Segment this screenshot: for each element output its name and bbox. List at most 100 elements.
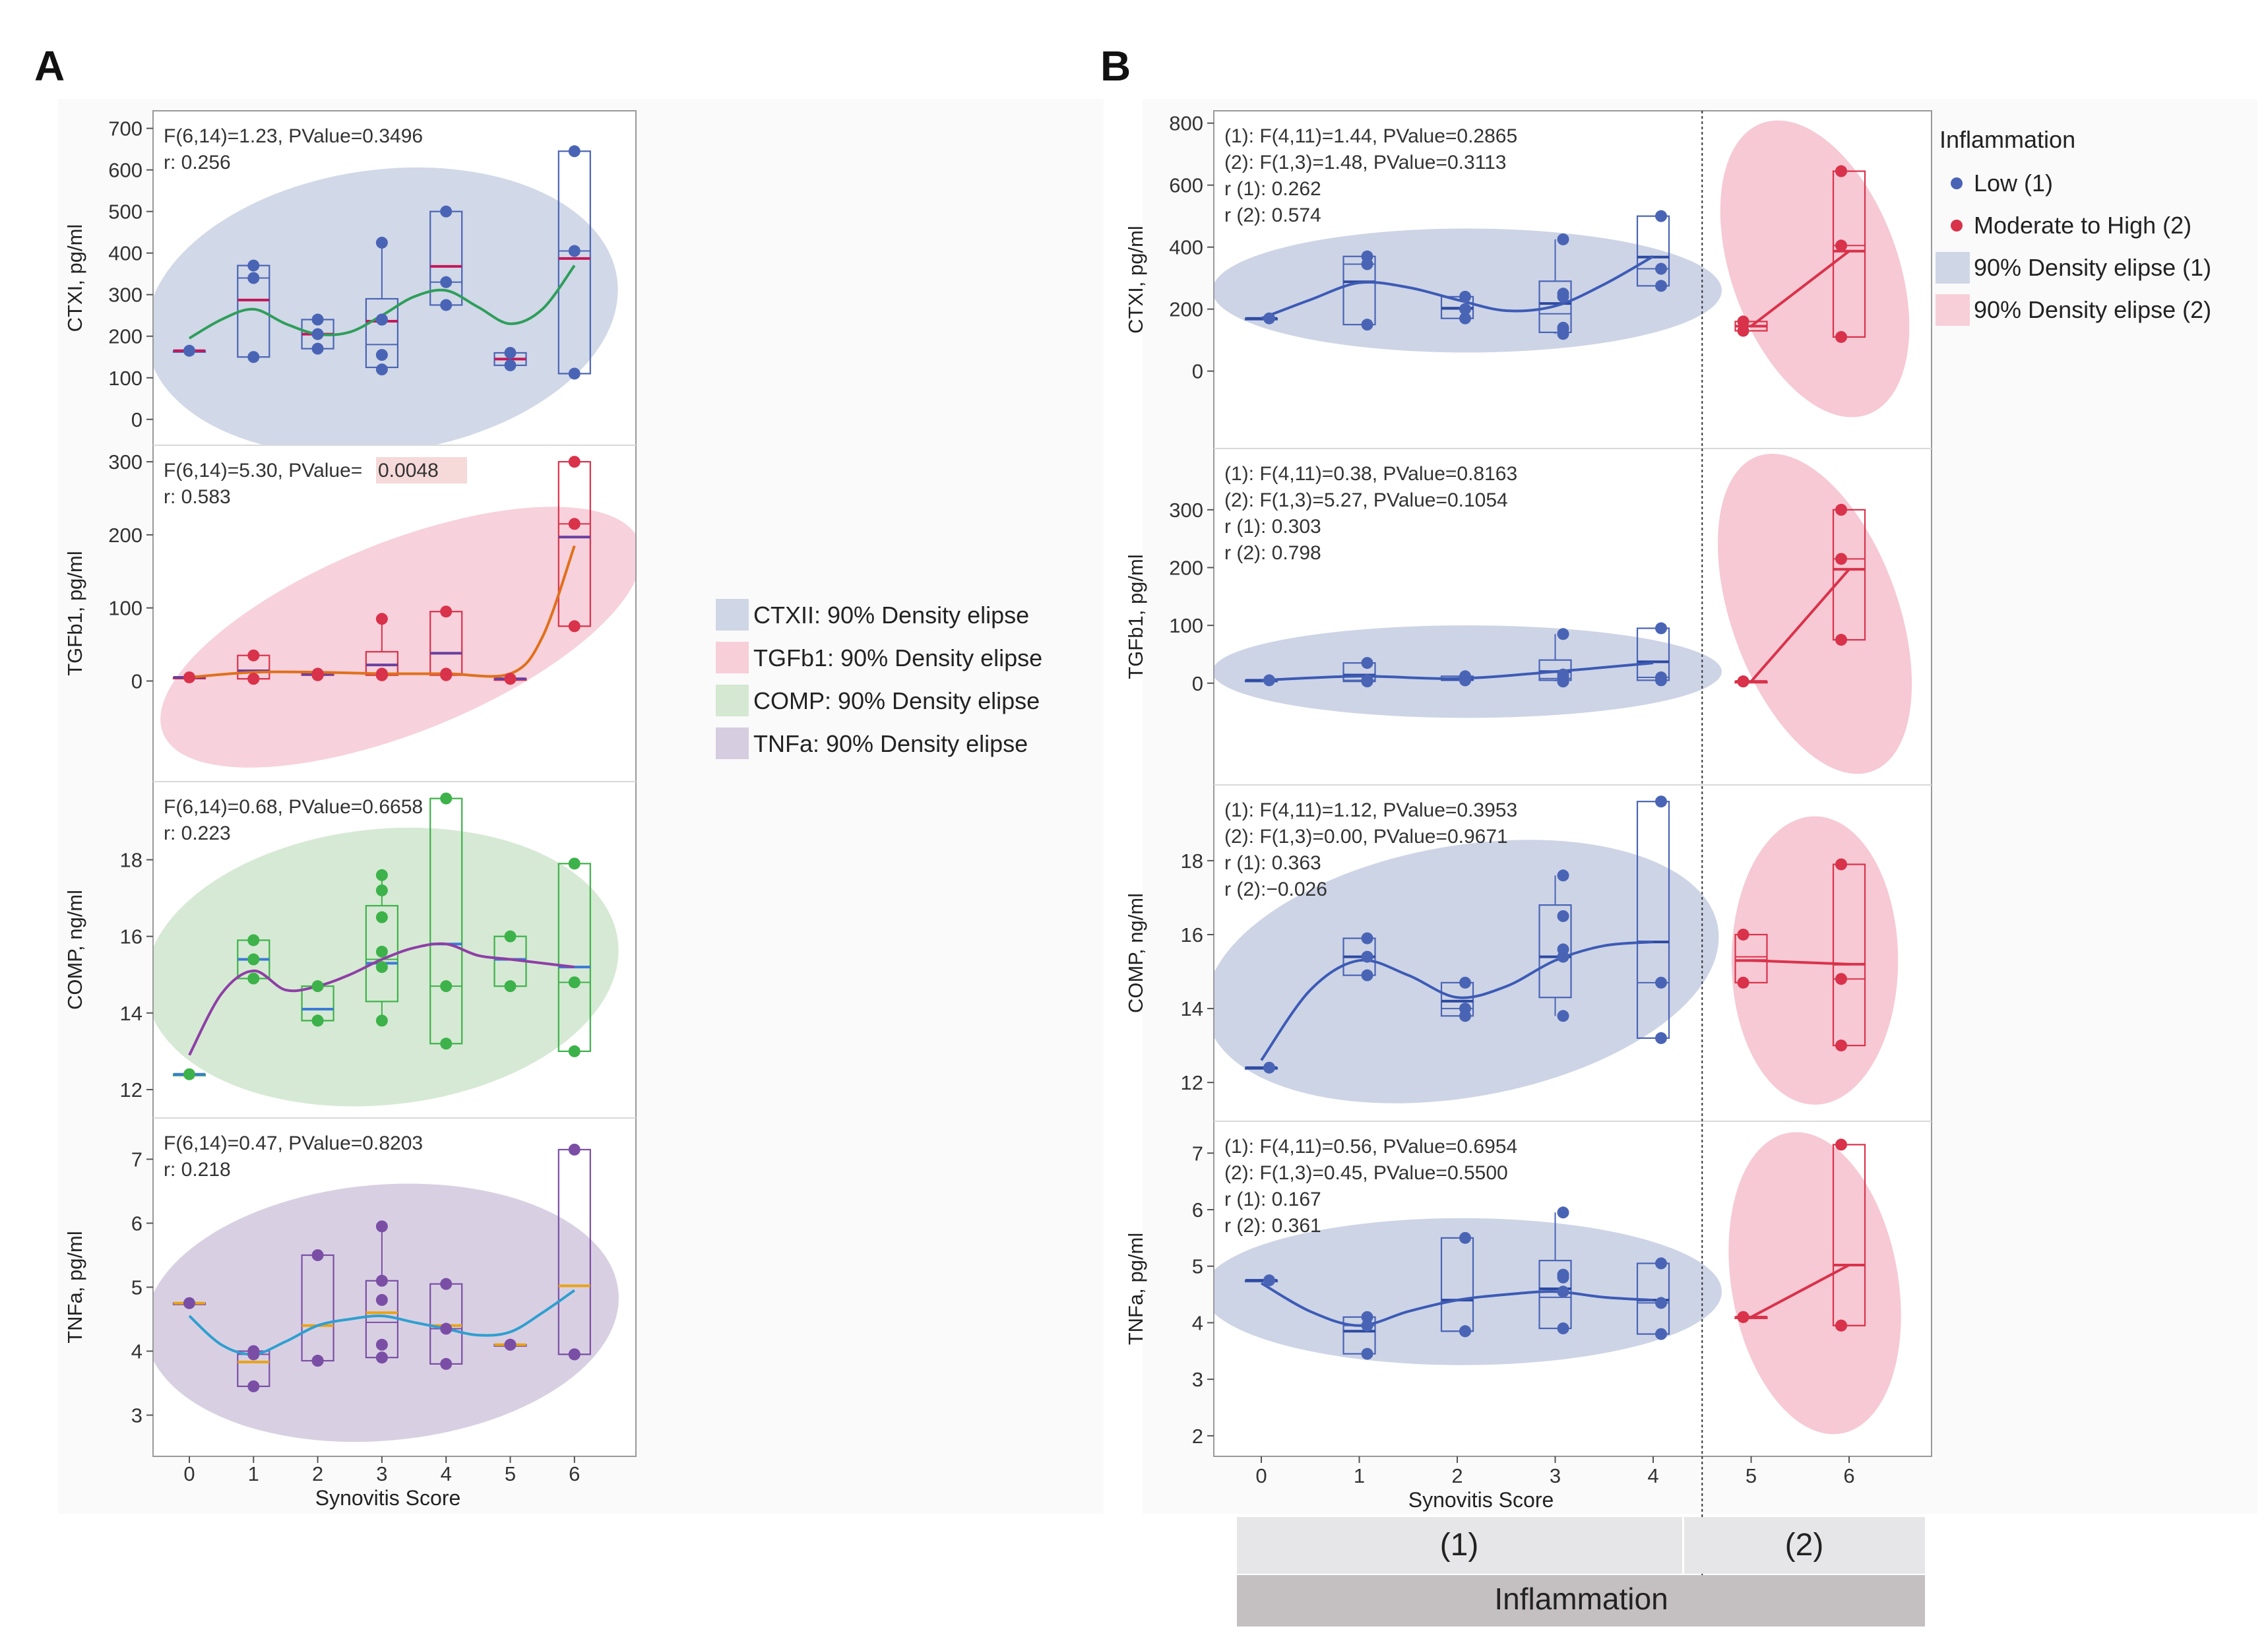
stat-line: (2): F(1,3)=0.45, PValue=0.5500 <box>1224 1162 1508 1184</box>
y-tick-label: 6 <box>131 1212 142 1235</box>
y-tick-label: 3 <box>131 1404 142 1427</box>
legend-b-marker-2 <box>1936 252 1970 284</box>
panel-letter-b: B <box>1100 42 1131 90</box>
data-point <box>375 1293 388 1306</box>
data-point-group1 <box>1361 1319 1373 1332</box>
stat-line: r (1): 0.303 <box>1224 516 1321 538</box>
legend-a-swatch-0 <box>716 599 749 631</box>
data-point-group1 <box>1459 674 1471 687</box>
data-point <box>247 972 260 985</box>
data-point-group1 <box>1557 1010 1569 1022</box>
subplot-plot-area <box>1214 795 1899 1105</box>
data-point-group2 <box>1737 976 1749 989</box>
data-point <box>247 1380 260 1392</box>
y-tick-label: 400 <box>108 242 142 265</box>
footer-title-bar <box>1237 1575 1925 1627</box>
subplot-3: 3 4 5 6 7 TNFa, pg/ml F(6,14)=0.47, PValue=0.8… <box>63 1132 619 1442</box>
y-tick-label: 300 <box>108 284 142 307</box>
stat-highlight-value: 0.0048 <box>378 460 439 481</box>
box-group1 <box>1636 801 1670 1039</box>
x-axis-label: Synovitis Score <box>1408 1488 1554 1512</box>
data-point-group2 <box>1737 315 1749 328</box>
subplot-0: 0 100 200 300 400 500 600 700 CTXI, pg/ml F(6,14)… <box>63 117 618 445</box>
data-point <box>375 363 388 376</box>
data-point <box>568 367 581 380</box>
data-point <box>375 1014 388 1027</box>
data-point <box>440 276 453 288</box>
box-group1 <box>1538 280 1572 333</box>
data-point <box>440 205 453 218</box>
y-tick-label: 18 <box>120 849 142 872</box>
x-tick-label: 3 <box>1550 1464 1561 1487</box>
data-point <box>247 1348 260 1361</box>
data-point-group2 <box>1737 325 1749 337</box>
y-tick-label: 600 <box>1169 174 1203 197</box>
y-tick-label: 7 <box>131 1148 142 1171</box>
y-tick-label: 0 <box>1192 672 1203 695</box>
subplot-2: 12 14 16 18 COMP, ng/ml F(6,14)=0.68, PValue=… <box>63 792 619 1107</box>
box-group1 <box>1342 255 1376 326</box>
legend-a-swatch-3 <box>716 728 749 759</box>
stat-line: F(6,14)=5.30, PValue= <box>164 460 362 481</box>
subplot-plot-area <box>154 145 618 445</box>
subplot-1: 0 100 200 300 TGFb1, pg/ml F(6,14)=5.30, PVal… <box>63 450 635 768</box>
subplot-plot-area <box>154 792 619 1107</box>
data-point <box>375 911 388 923</box>
y-tick-label: 300 <box>1169 499 1203 522</box>
data-point-group2 <box>1835 239 1847 252</box>
subplot-0: 0 200 400 600 800 CTXI, pg/ml (1): F(4,11)=1.4… <box>1124 112 1910 418</box>
data-point <box>183 1068 195 1080</box>
data-point <box>311 342 324 355</box>
data-point-group1 <box>1459 312 1471 325</box>
box-group2 <box>1832 509 1866 641</box>
x-tick-label: 2 <box>312 1462 323 1485</box>
data-point-group2 <box>1835 634 1847 646</box>
data-point-group1 <box>1557 628 1569 640</box>
y-tick-label: 5 <box>1192 1255 1203 1278</box>
data-point <box>375 884 388 896</box>
data-point <box>568 1045 581 1057</box>
y-tick-label: 12 <box>1181 1071 1203 1094</box>
stat-line: F(6,14)=1.23, PValue=0.3496 <box>164 125 423 147</box>
stat-line: (1): F(4,11)=1.12, PValue=0.3953 <box>1224 799 1517 821</box>
legend-a-swatch-1 <box>716 642 749 673</box>
stat-line: r (1): 0.262 <box>1224 178 1321 200</box>
panel-letter-a: A <box>34 42 65 90</box>
y-tick-label: 200 <box>1169 298 1203 321</box>
density-ellipse <box>1214 1218 1722 1365</box>
y-tick-label: 200 <box>108 325 142 348</box>
data-point <box>568 456 581 468</box>
data-point-group1 <box>1361 1348 1373 1360</box>
data-point-group1 <box>1557 328 1569 340</box>
footer-title: Inflammation <box>1494 1582 1668 1616</box>
stat-line: F(6,14)=0.47, PValue=0.8203 <box>164 1132 423 1154</box>
data-point <box>504 980 517 993</box>
data-point <box>440 669 453 681</box>
y-tick-label: 300 <box>108 450 142 474</box>
x-tick-label: 4 <box>441 1462 452 1485</box>
stat-line: r (1): 0.363 <box>1224 852 1321 874</box>
data-point-group1 <box>1361 319 1373 331</box>
legend-a: CTXII: 90% Density elipse TGFb1: 90% Den… <box>716 599 1042 759</box>
y-axis-label: CTXI, pg/ml <box>1124 226 1147 334</box>
data-point-group1 <box>1361 950 1373 963</box>
data-point-group2 <box>1835 330 1847 343</box>
subplot-plot-area <box>1214 1132 1901 1435</box>
data-point-group1 <box>1459 1010 1471 1022</box>
data-point <box>183 671 195 683</box>
data-point <box>311 1249 324 1261</box>
data-point-group1 <box>1459 303 1471 315</box>
data-point-group2 <box>1835 1039 1847 1052</box>
data-point <box>440 1322 453 1335</box>
data-point <box>568 976 581 989</box>
stat-line: (1): F(4,11)=0.56, PValue=0.6954 <box>1224 1136 1517 1158</box>
footer-b: (1) (2) Inflammation <box>1237 1517 1925 1627</box>
data-point-group1 <box>1655 210 1667 222</box>
density-ellipse <box>1214 228 1722 353</box>
data-point-group1 <box>1361 932 1373 945</box>
legend-b: Inflammation Low (1) Moderate to High (2… <box>1936 126 2211 326</box>
y-tick-label: 0 <box>131 669 142 693</box>
data-point <box>440 792 453 805</box>
legend-b-title: Inflammation <box>1939 126 2075 153</box>
